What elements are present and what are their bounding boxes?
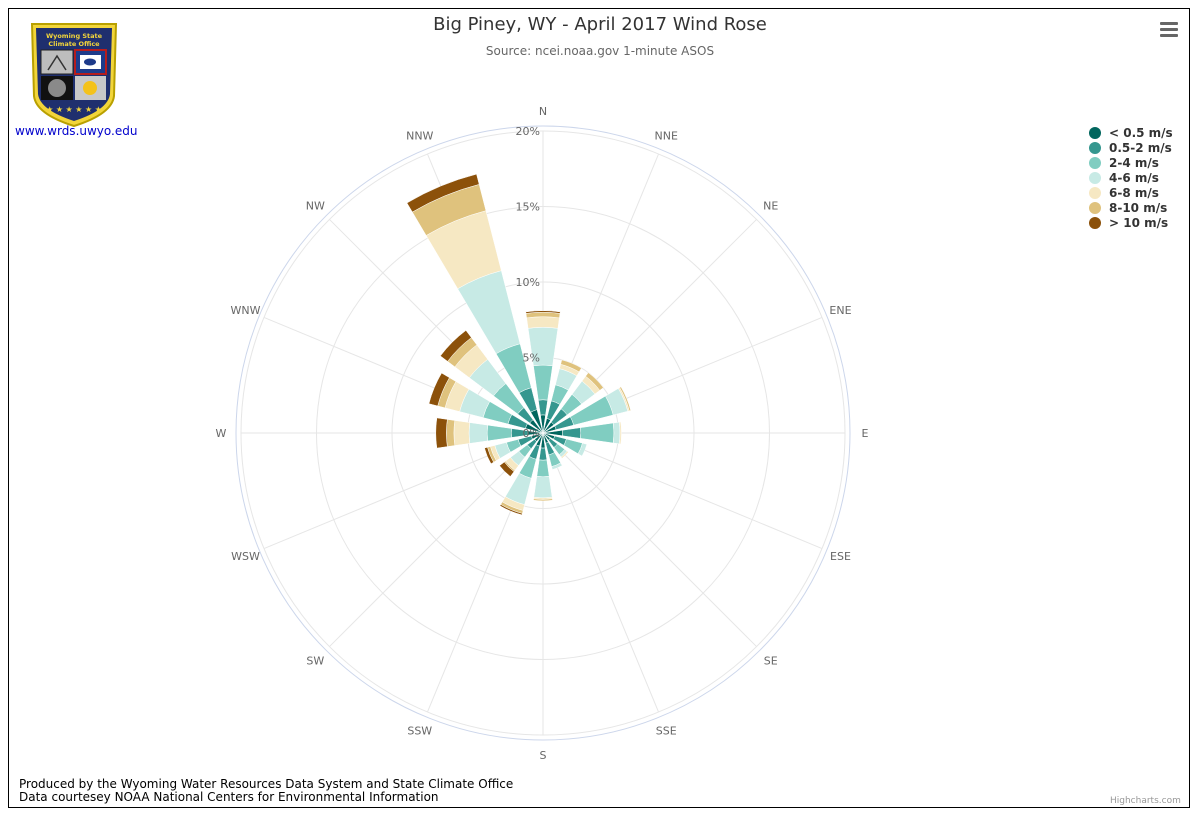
chart-title: Big Piney, WY - April 2017 Wind Rose <box>433 14 767 35</box>
legend-item[interactable]: 4-6 m/s <box>1089 170 1173 185</box>
wind-rose-bar[interactable] <box>526 316 560 329</box>
wind-rose-bar[interactable] <box>406 173 480 213</box>
wind-rose-bar[interactable] <box>538 399 548 416</box>
legend-item[interactable]: > 10 m/s <box>1089 215 1173 230</box>
wind-rose-bar[interactable] <box>560 359 582 373</box>
direction-label: WSW <box>231 550 260 563</box>
grid-spoke <box>542 432 823 550</box>
footer-line-1: Produced by the Wyoming Water Resources … <box>19 777 514 791</box>
direction-label: SE <box>764 655 778 668</box>
legend-item[interactable]: 6-8 m/s <box>1089 185 1173 200</box>
wind-rose-bar[interactable] <box>499 504 523 516</box>
wind-rose-bar[interactable] <box>440 330 472 362</box>
highcharts-credits[interactable]: Highcharts.com <box>1110 796 1181 806</box>
wind-rose-bar[interactable] <box>536 459 550 478</box>
direction-label: SSE <box>656 724 677 737</box>
legend-label: 2-4 m/s <box>1109 155 1159 170</box>
direction-label: NW <box>306 199 325 212</box>
wind-rose-bar[interactable] <box>428 372 450 407</box>
wind-rose-bar[interactable] <box>533 364 553 401</box>
logo-banner-line2: Climate Office <box>48 40 100 48</box>
radial-tick-label: 0% <box>523 427 540 440</box>
legend-label: 6-8 m/s <box>1109 185 1159 200</box>
direction-label: S <box>540 749 547 762</box>
legend-symbol <box>1089 126 1101 139</box>
grid-spoke <box>542 432 757 647</box>
wind-rose-bar[interactable] <box>486 424 512 442</box>
direction-label: NNE <box>655 130 678 143</box>
hamburger-menu-icon[interactable] <box>1160 22 1178 38</box>
wind-rose-bar[interactable] <box>435 417 448 449</box>
pane-outer-circle <box>235 125 851 741</box>
legend-symbol <box>1089 141 1101 154</box>
legend-label: 0.5-2 m/s <box>1109 140 1172 155</box>
radial-tick-label: 20% <box>516 125 540 138</box>
wrds-website-link[interactable]: www.wrds.uwyo.edu <box>15 124 138 138</box>
wind-rose-bar[interactable] <box>551 462 563 470</box>
legend-item[interactable]: < 0.5 m/s <box>1089 125 1173 140</box>
svg-text:★ ★ ★ ★ ★ ★: ★ ★ ★ ★ ★ ★ <box>46 105 102 114</box>
chart-footer: Produced by the Wyoming Water Resources … <box>19 778 513 804</box>
direction-label: SW <box>306 655 324 668</box>
legend-symbol <box>1089 216 1101 229</box>
direction-label: WNW <box>231 304 261 317</box>
legend-label: > 10 m/s <box>1109 215 1169 230</box>
footer-line-2: Data courtesey NOAA National Centers for… <box>19 790 439 804</box>
wind-rose-bar[interactable] <box>533 476 553 499</box>
direction-label: E <box>862 427 869 440</box>
radial-tick-labels: 0% 5% 10% 15% 20% <box>516 125 540 440</box>
legend-item[interactable]: 0.5-2 m/s <box>1089 140 1173 155</box>
chart-legend: < 0.5 m/s 0.5-2 m/s 2-4 m/s 4-6 m/s 6-8 m/s 8… <box>1089 125 1173 230</box>
direction-label: ENE <box>829 304 851 317</box>
direction-label: W <box>216 427 227 440</box>
legend-symbol <box>1089 171 1101 184</box>
wind-rose-bar[interactable] <box>560 450 569 459</box>
wind-rose-bar[interactable] <box>468 422 488 444</box>
legend-symbol <box>1089 186 1101 199</box>
legend-symbol <box>1089 156 1101 169</box>
legend-label: < 0.5 m/s <box>1109 125 1173 140</box>
radial-tick-label: 5% <box>523 352 540 365</box>
legend-label: 8-10 m/s <box>1109 200 1168 215</box>
chart-subtitle: Source: ncei.noaa.gov 1-minute ASOS <box>485 44 715 58</box>
legend-item[interactable]: 8-10 m/s <box>1089 200 1173 215</box>
wind-rose-bar[interactable] <box>585 372 604 391</box>
wind-rose-bar[interactable] <box>562 427 581 439</box>
direction-label: ESE <box>830 550 851 563</box>
wind-rose-bar[interactable] <box>484 446 494 465</box>
wind-rose-bar[interactable] <box>577 442 588 457</box>
grid-spoke <box>542 432 660 713</box>
radial-tick-label: 15% <box>516 201 540 214</box>
wind-rose-bar[interactable] <box>538 447 548 461</box>
legend-item[interactable]: 2-4 m/s <box>1089 155 1173 170</box>
wyoming-climate-office-logo: Wyoming State Climate Office ★ ★ ★ ★ ★ ★ <box>30 23 118 128</box>
direction-label: NNW <box>406 130 433 143</box>
legend-label: 4-6 m/s <box>1109 170 1159 185</box>
radial-tick-label: 10% <box>516 276 540 289</box>
wind-rose-bar[interactable] <box>618 421 622 445</box>
wind-rose-bar[interactable] <box>446 419 456 447</box>
wind-rose-bar[interactable] <box>499 461 515 477</box>
wind-rose-bar[interactable] <box>619 386 632 412</box>
wind-rose-bars <box>406 173 632 516</box>
logo-banner-line1: Wyoming State <box>46 32 103 40</box>
wind-rose-bar[interactable] <box>580 422 615 444</box>
wind-rose-bar[interactable] <box>533 498 553 502</box>
wind-rose-bar[interactable] <box>612 421 621 445</box>
wind-rose-bar[interactable] <box>453 420 471 446</box>
legend-symbol <box>1089 201 1101 214</box>
direction-label: N <box>539 105 547 118</box>
direction-labels: N NNE NE ENE E ESE SE SSE S SSW SW WSW W WNW NW NNW <box>216 105 869 762</box>
direction-label: SSW <box>407 724 432 737</box>
wind-rose-bar[interactable] <box>525 310 561 314</box>
direction-label: NE <box>763 199 778 212</box>
chart-frame <box>8 8 1190 808</box>
